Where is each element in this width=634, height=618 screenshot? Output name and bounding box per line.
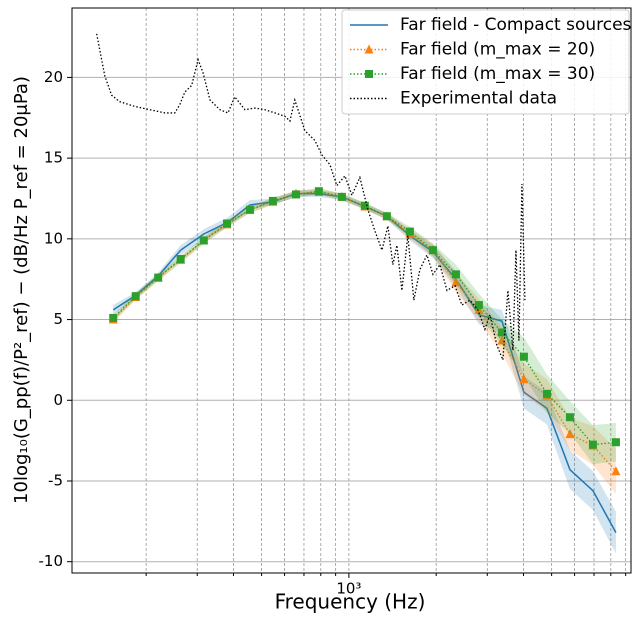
marker [405, 227, 414, 236]
marker [474, 304, 484, 314]
marker [199, 236, 208, 245]
legend-marker [364, 44, 374, 54]
series-line [96, 33, 526, 361]
y-tick-label: 0 [53, 391, 63, 409]
series-line [112, 192, 617, 534]
marker [360, 201, 369, 210]
series-line [112, 191, 617, 472]
marker [245, 205, 254, 214]
error-band [113, 187, 616, 465]
y-axis-label: 10log₁₀(G_pp(f)/P²_ref) − (dB/Hz P_ref =… [11, 76, 32, 504]
marker [519, 374, 529, 384]
legend-box [341, 9, 630, 115]
marker [542, 389, 551, 398]
plot-frame [71, 7, 632, 574]
marker [176, 255, 185, 264]
legend-label: Far field - Compact sources [400, 15, 632, 35]
x-axis-label: Frequency (Hz) [275, 590, 426, 614]
marker [588, 440, 597, 449]
marker [451, 277, 461, 287]
marker [131, 292, 140, 301]
marker [474, 301, 483, 310]
marker [497, 335, 507, 345]
marker [154, 273, 163, 282]
legend-label: Experimental data [400, 89, 557, 109]
legend-label: Far field (m_max = 20) [400, 40, 595, 60]
marker [565, 413, 574, 422]
marker [382, 212, 391, 221]
marker [519, 352, 528, 361]
y-tick-label: 20 [44, 68, 63, 86]
error-band [113, 190, 616, 554]
marker [268, 196, 277, 205]
marker [565, 429, 575, 439]
marker [291, 190, 300, 199]
y-tick-label: 5 [53, 310, 63, 328]
y-tick-label: 15 [44, 149, 63, 167]
marker [611, 438, 620, 447]
x-tick-label: 10³ [336, 580, 361, 598]
marker [337, 192, 346, 201]
legend-marker [365, 70, 373, 78]
marker [428, 246, 437, 255]
marker [497, 328, 506, 337]
error-band [113, 188, 616, 494]
marker [223, 219, 232, 228]
marker [109, 313, 118, 322]
y-tick-label: 10 [44, 229, 63, 247]
y-tick-label: -5 [48, 471, 63, 489]
y-tick-label: -10 [39, 552, 64, 570]
marker [611, 466, 621, 476]
marker [451, 270, 460, 279]
marker [314, 187, 323, 196]
legend-label: Far field (m_max = 30) [400, 64, 595, 84]
